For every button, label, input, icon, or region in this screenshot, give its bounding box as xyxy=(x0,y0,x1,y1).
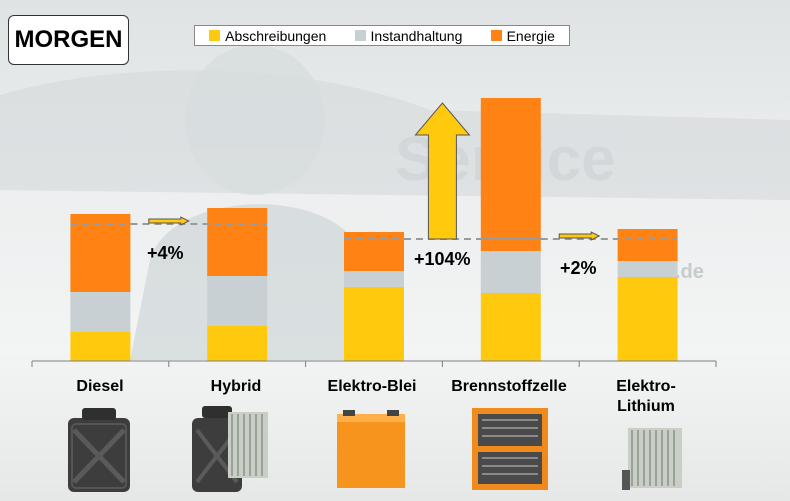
legend-item-energie: Energie xyxy=(490,27,555,44)
legend-label: Energie xyxy=(506,27,555,44)
bar-instandhaltung-elektro-lithium xyxy=(617,261,678,277)
jerrycan-icon xyxy=(68,408,130,492)
watermark-domain: .de xyxy=(675,261,704,283)
lead-battery-icon xyxy=(337,410,405,488)
legend-item-instandhaltung: Instandhaltung xyxy=(354,27,463,44)
legend: Abschreibungen Instandhaltung Energie xyxy=(194,25,570,46)
bar-abschreibungen-diesel xyxy=(70,332,131,361)
category-label-line: Hybrid xyxy=(210,378,262,395)
legend-swatch xyxy=(354,30,366,41)
category-label-brennstoffzelle: Brennstoffzelle xyxy=(439,377,579,397)
bar-instandhaltung-diesel xyxy=(70,292,131,332)
bar-instandhaltung-elektro-blei xyxy=(344,271,404,287)
legend-label: Instandhaltung xyxy=(370,27,463,44)
jerrycan-battery-icon xyxy=(192,406,268,492)
chart-title: MORGEN xyxy=(8,15,129,65)
lithium-battery-icon xyxy=(622,428,682,490)
annotation-plus-4: +4% xyxy=(147,243,184,263)
bar-abschreibungen-elektro-blei xyxy=(344,287,404,361)
category-label-line: Elektro-Blei xyxy=(327,378,417,395)
bar-energie-hybrid xyxy=(207,208,268,276)
category-label-line: Brennstoffzelle xyxy=(451,378,567,395)
arrow-small xyxy=(558,231,601,241)
arrow-small xyxy=(148,216,190,226)
category-label-line: Diesel xyxy=(76,378,124,395)
bar-energie-elektro-lithium xyxy=(617,229,678,261)
legend-swatch xyxy=(490,30,502,41)
bar-energie-diesel xyxy=(70,214,131,292)
category-label-elektro-lithium: Elektro- Lithium xyxy=(576,377,716,417)
bar-instandhaltung-hybrid xyxy=(207,276,268,326)
fuel-cell-icon xyxy=(472,408,548,490)
bar-instandhaltung-brennstoffzelle xyxy=(480,251,541,293)
annotation-plus-104: +104% xyxy=(414,249,471,269)
category-label-elektro-blei: Elektro-Blei xyxy=(302,377,442,397)
legend-label: Abschreibungen xyxy=(225,27,327,44)
category-label-line: Lithium xyxy=(617,398,675,415)
category-label-hybrid: Hybrid xyxy=(166,377,306,397)
bar-energie-brennstoffzelle xyxy=(480,98,541,251)
category-label-diesel: Diesel xyxy=(30,377,170,397)
bar-abschreibungen-elektro-lithium xyxy=(617,277,678,361)
legend-item-abschreibungen: Abschreibungen xyxy=(209,28,326,44)
up-arrow-large xyxy=(414,102,471,240)
category-label-line: Elektro- xyxy=(616,378,676,395)
bar-abschreibungen-brennstoffzelle xyxy=(480,293,541,361)
bar-abschreibungen-hybrid xyxy=(207,326,268,361)
annotation-plus-2: +2% xyxy=(560,258,597,278)
legend-swatch xyxy=(209,30,221,41)
